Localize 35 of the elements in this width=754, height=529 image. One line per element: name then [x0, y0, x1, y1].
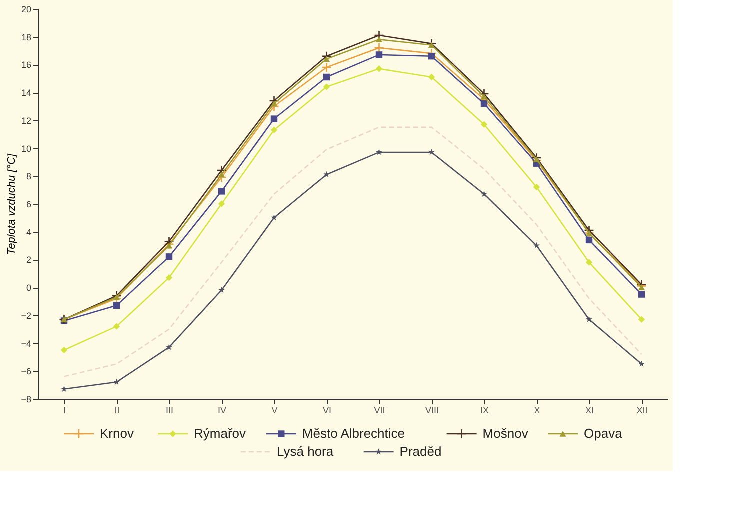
- x-tick-label: XII: [636, 406, 648, 416]
- x-tick-label: XI: [585, 406, 594, 416]
- legend-label: Krnov: [100, 426, 134, 441]
- y-tick-label: −8: [21, 394, 32, 404]
- y-axis-title: Teplota vzduchu [°C]: [6, 152, 18, 256]
- x-tick-label: II: [114, 406, 120, 416]
- x-tick-label: V: [272, 406, 278, 416]
- y-tick-label: −4: [21, 338, 32, 349]
- legend-label: Město Albrechtice: [302, 426, 406, 441]
- x-tick-label: X: [534, 406, 540, 416]
- legend-label: Opava: [584, 426, 624, 441]
- x-tick-label: VI: [322, 406, 332, 416]
- y-tick-label: −2: [21, 310, 32, 321]
- y-tick-label: 12: [21, 116, 32, 126]
- y-tick-label: 0: [26, 283, 32, 294]
- y-tick-label: 8: [26, 172, 32, 182]
- x-tick-label: IV: [218, 406, 227, 416]
- y-tick-label: −6: [21, 366, 32, 377]
- y-tick-label: 2: [26, 255, 32, 266]
- legend-label: Rýmařov: [194, 426, 247, 441]
- y-tick-label: 14: [21, 88, 32, 98]
- x-tick-label: III: [166, 406, 174, 416]
- y-tick-label: 6: [26, 200, 32, 210]
- y-tick-label: 18: [21, 32, 32, 42]
- legend-label: Mošnov: [482, 426, 529, 441]
- x-tick-label: VII: [374, 406, 386, 416]
- y-tick-label: 4: [26, 227, 32, 238]
- x-tick-label: IX: [480, 406, 490, 416]
- y-tick-label: 16: [21, 60, 32, 70]
- y-tick-label: 20: [21, 4, 32, 14]
- legend-label: Lysá hora: [277, 444, 334, 459]
- y-tick-label: 10: [21, 144, 32, 154]
- x-tick-label: I: [63, 406, 66, 416]
- x-tick-label: VIII: [425, 406, 440, 416]
- legend-label: Praděd: [400, 444, 442, 459]
